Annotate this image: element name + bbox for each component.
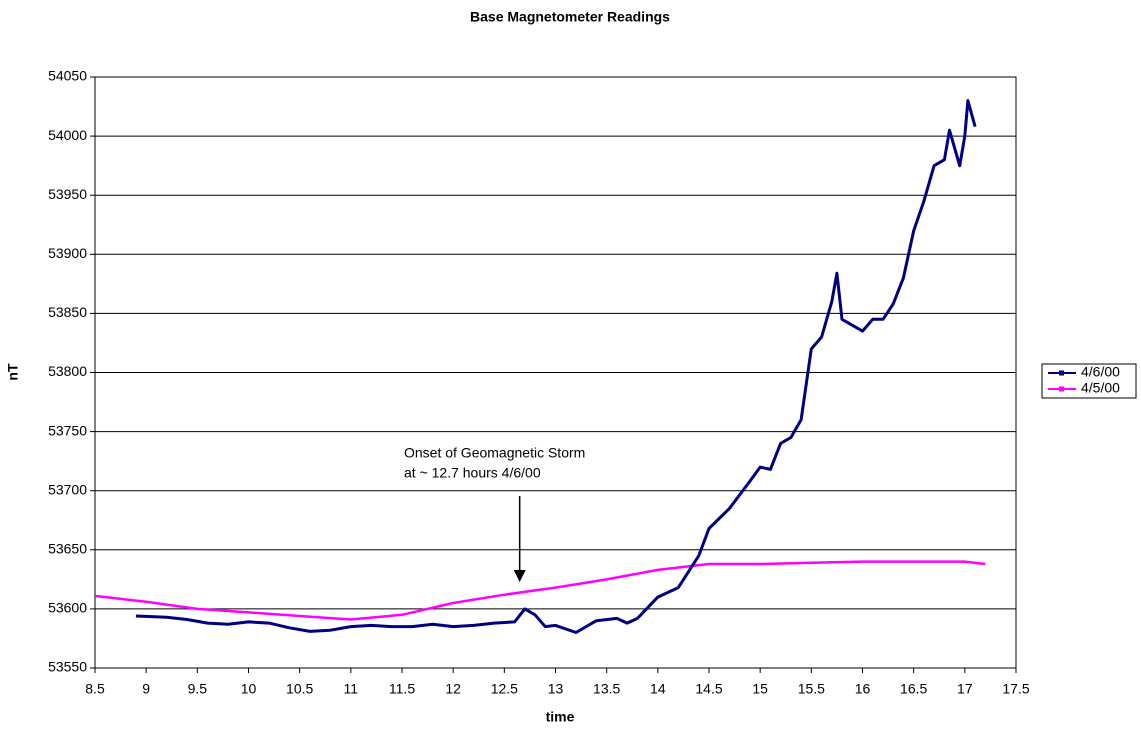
legend-marker — [1059, 386, 1064, 392]
y-axis-label: nT — [5, 363, 21, 381]
x-tick-label: 10.5 — [286, 681, 313, 697]
y-tick-label: 53750 — [48, 422, 87, 438]
x-tick-label: 17 — [957, 681, 973, 697]
x-tick-label: 10 — [241, 681, 257, 697]
y-tick-label: 54000 — [48, 127, 87, 143]
y-tick-label: 53900 — [48, 245, 87, 261]
x-tick-label: 16 — [855, 681, 871, 697]
plot-border — [94, 76, 1017, 669]
x-tick-label: 15 — [752, 681, 768, 697]
legend-marker — [1059, 370, 1064, 376]
y-tick-label: 54050 — [48, 68, 87, 84]
y-tick-label: 53800 — [48, 363, 87, 379]
annotation-text: Onset of Geomagnetic Storm — [404, 445, 585, 461]
y-tick-label: 53650 — [48, 541, 87, 557]
x-tick-label: 9.5 — [188, 681, 208, 697]
y-tick-label: 53550 — [48, 659, 87, 675]
x-tick-label: 14.5 — [695, 681, 722, 697]
x-tick-label: 16.5 — [900, 681, 927, 697]
y-tick-label: 53600 — [48, 600, 87, 616]
x-tick-label: 12 — [445, 681, 461, 697]
annotation-text: at ~ 12.7 hours 4/6/00 — [404, 465, 541, 481]
x-axis-label: time — [546, 709, 575, 725]
y-tick-label: 53850 — [48, 304, 87, 320]
series-line — [94, 560, 986, 621]
x-tick-label: 9 — [142, 681, 150, 697]
x-tick-label: 13 — [548, 681, 564, 697]
x-tick-label: 11 — [344, 681, 359, 697]
y-tick-label: 53950 — [48, 186, 87, 202]
x-tick-label: 11.5 — [389, 681, 415, 697]
x-tick-label: 14 — [650, 681, 666, 697]
x-tick-label: 17.5 — [1002, 681, 1029, 697]
legend-label: 4/5/00 — [1081, 380, 1120, 396]
annotation-arrowhead — [513, 570, 526, 582]
legend-label: 4/6/00 — [1081, 364, 1120, 380]
x-tick-label: 8.5 — [85, 681, 105, 697]
legend-box — [1041, 363, 1137, 399]
x-tick-label: 13.5 — [593, 681, 620, 697]
y-tick-label: 53700 — [48, 481, 87, 497]
x-tick-label: 15.5 — [798, 681, 825, 697]
chart-title: Base Magnetometer Readings — [470, 9, 670, 25]
x-tick-label: 12.5 — [491, 681, 518, 697]
series-line — [135, 99, 977, 634]
